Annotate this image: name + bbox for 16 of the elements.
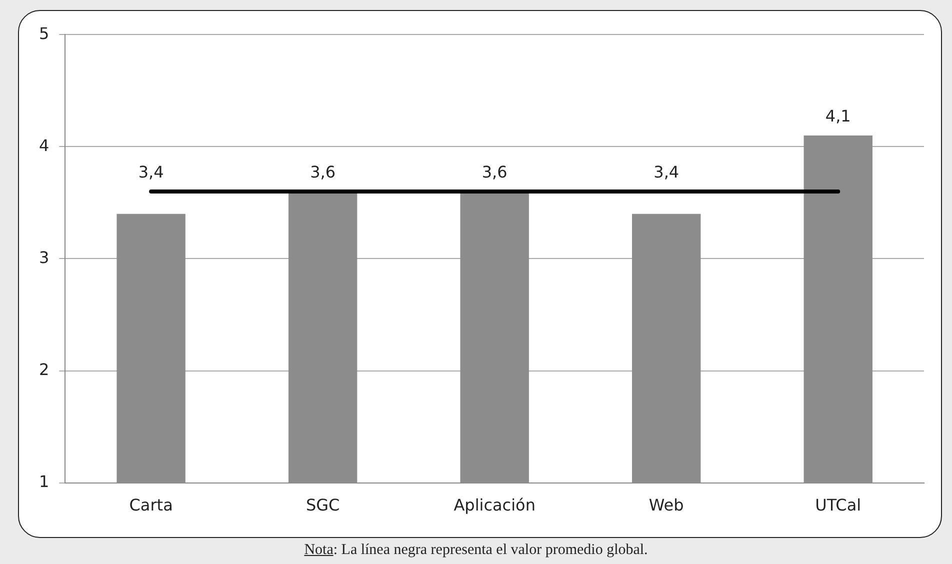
x-tick-label: Carta [129, 496, 173, 515]
data-label: 3,6 [310, 162, 336, 182]
y-tick-label: 4 [38, 136, 50, 155]
x-tick-label: UTCal [815, 496, 862, 515]
x-tick-label: Aplicación [454, 496, 536, 515]
y-tick-label: 1 [38, 472, 50, 491]
y-tick-label: 3 [38, 248, 50, 267]
y-tick-label: 5 [38, 24, 50, 43]
x-tick-label: SGC [306, 496, 340, 515]
data-label: 3,4 [138, 162, 164, 182]
data-label: 3,4 [654, 162, 680, 182]
data-label: 4,1 [825, 106, 851, 126]
data-label: 3,6 [482, 162, 508, 182]
x-tick-label: Web [648, 496, 684, 515]
y-tick-label: 2 [38, 360, 50, 379]
text: Nota: La línea negra representa el valor promedio global. [303, 542, 649, 559]
